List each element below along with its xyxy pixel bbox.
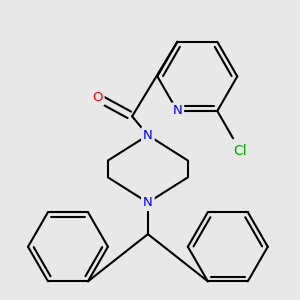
Text: N: N xyxy=(143,196,153,209)
Text: N: N xyxy=(143,129,153,142)
Text: N: N xyxy=(172,104,182,118)
Text: Cl: Cl xyxy=(234,144,247,158)
Text: O: O xyxy=(92,91,103,104)
